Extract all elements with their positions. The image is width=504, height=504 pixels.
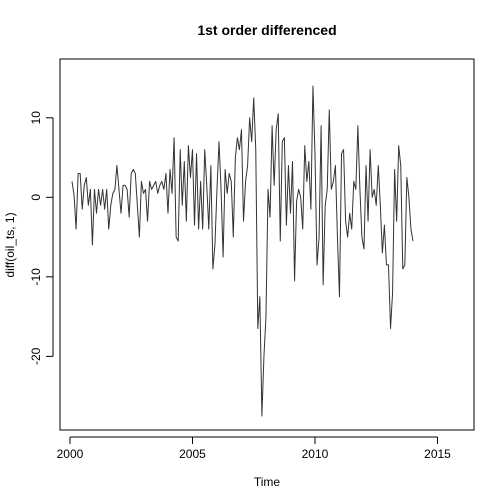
y-tick-label: -10 (29, 268, 43, 286)
y-tick-label: 10 (29, 111, 43, 125)
y-tick-label: -20 (29, 347, 43, 365)
x-tick-label: 2000 (57, 447, 84, 461)
series-layer (71, 85, 414, 417)
x-tick-label: 2005 (179, 447, 206, 461)
x-axis: 2000 2005 2010 2015 (57, 436, 451, 461)
y-tick-label: 0 (29, 194, 43, 201)
y-axis-label: diff(oil_ts, 1) (3, 212, 17, 277)
plot-box (59, 58, 475, 431)
series-line (71, 85, 414, 417)
y-axis: -20 -10 0 10 (29, 111, 54, 365)
x-tick-label: 2010 (302, 447, 329, 461)
chart-title: 1st order differenced (197, 22, 336, 38)
x-tick-label: 2015 (424, 447, 451, 461)
x-axis-label: Time (254, 475, 281, 489)
